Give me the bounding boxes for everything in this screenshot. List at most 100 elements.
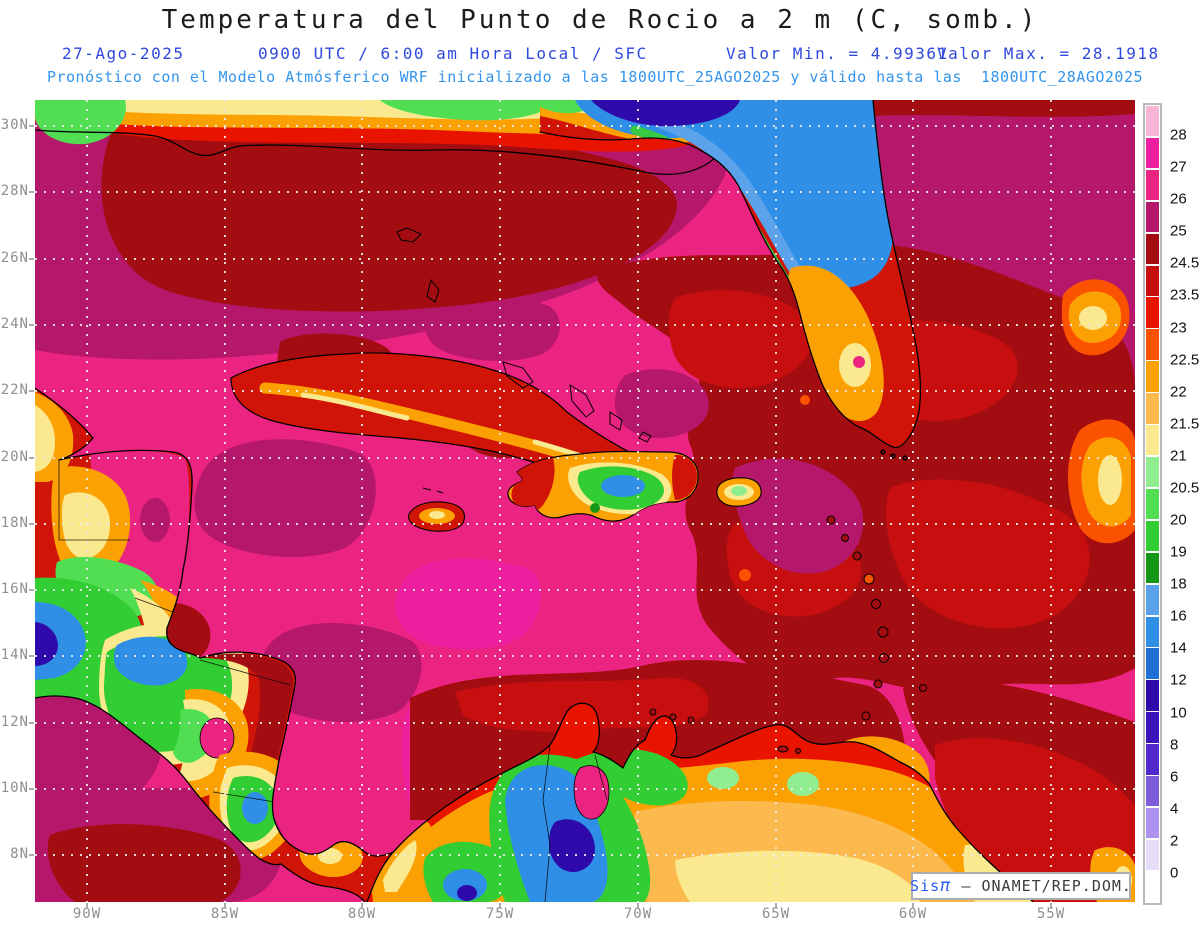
map-canvas: Sis π – ONAMET/REP.DOM. <box>35 100 1135 902</box>
page-title: Temperatura del Punto de Rocio a 2 m (C,… <box>161 5 1039 35</box>
value-max-label: Valor Max. = 28.1918 <box>937 44 1160 63</box>
colorbar-label: 23.5 <box>1170 286 1200 304</box>
y-axis-label: 8N <box>10 846 29 862</box>
weather-map-svg <box>35 100 1135 902</box>
colorbar-cell <box>1146 680 1159 711</box>
grid-lines <box>35 100 1135 902</box>
value-min-label: Valor Min. = 4.99361 <box>726 44 949 63</box>
x-axis-label: 60W <box>898 906 928 922</box>
x-axis-label: 90W <box>72 906 102 922</box>
x-axis-tick <box>499 903 501 908</box>
colorbar-label: 22 <box>1170 383 1187 401</box>
forecast-line: Pronóstico con el Modelo Atmósferico WRF… <box>46 68 1144 86</box>
y-axis-tick <box>29 722 34 724</box>
colorbar-label: 24.5 <box>1170 254 1200 272</box>
y-axis-tick <box>29 390 34 392</box>
x-axis-tick <box>361 903 363 908</box>
colorbar-label: 18 <box>1170 575 1187 593</box>
y-axis-label: 26N <box>0 250 29 266</box>
x-axis-label: 70W <box>623 906 653 922</box>
colorbar-label: 14 <box>1170 639 1187 657</box>
colorbar-cell <box>1146 425 1159 456</box>
color-scale-bar <box>1143 103 1162 905</box>
colorbar-cell <box>1146 201 1159 233</box>
colorbar-label: 19 <box>1170 543 1187 561</box>
y-axis-tick <box>29 523 34 525</box>
valid-date: 27-Ago-2025 <box>62 44 185 63</box>
y-axis-tick <box>29 457 34 459</box>
x-axis-tick <box>775 903 777 908</box>
atlantic-warm-spots <box>739 279 1135 902</box>
x-axis-label: 75W <box>485 906 515 922</box>
colorbar-label: 22.5 <box>1170 351 1200 369</box>
x-axis-label: 65W <box>761 906 791 922</box>
y-axis-label: 24N <box>0 316 29 332</box>
colorbar-cell <box>1146 329 1159 360</box>
colorbar-cell <box>1146 712 1159 743</box>
y-axis-label: 30N <box>0 117 29 133</box>
colorbar-label: 20 <box>1170 511 1187 529</box>
colorbar-cell <box>1146 137 1159 169</box>
y-axis-label: 14N <box>0 647 29 663</box>
colorbar-cell <box>1146 744 1159 775</box>
y-axis-tick <box>29 655 34 657</box>
colorbar-cell <box>1146 488 1159 520</box>
south-america-coastline <box>366 702 1034 902</box>
puerto-rico-island <box>716 477 762 507</box>
y-axis-label: 28N <box>0 183 29 199</box>
colorbar-label: 12 <box>1170 671 1187 689</box>
colorbar-cell <box>1146 106 1159 137</box>
y-axis-label: 10N <box>0 780 29 796</box>
colorbar-label: 0 <box>1170 864 1179 882</box>
x-axis-tick <box>224 903 226 908</box>
colorbar-cell <box>1146 616 1159 647</box>
gulf-coastline <box>35 125 731 175</box>
colorbar-label: 25 <box>1170 222 1187 240</box>
colorbar-label: 6 <box>1170 768 1179 786</box>
x-axis-tick <box>912 903 914 908</box>
x-axis-label: 85W <box>210 906 240 922</box>
colorbar-label: 26 <box>1170 190 1187 208</box>
colorbar-cell <box>1146 648 1159 679</box>
y-axis-label: 12N <box>0 714 29 730</box>
y-axis-label: 16N <box>0 581 29 597</box>
y-axis-tick <box>29 324 34 326</box>
colorbar-label: 23 <box>1170 319 1187 337</box>
y-axis-tick <box>29 854 34 856</box>
colorbar-label: 21.5 <box>1170 415 1200 433</box>
attribution-org: – ONAMET/REP.DOM. <box>951 877 1132 895</box>
jamaica-island <box>408 501 466 532</box>
colorbar-cell <box>1146 393 1159 424</box>
colorbar-cell <box>1146 233 1159 265</box>
colorbar-cell <box>1146 169 1159 201</box>
colorbar-cell <box>1146 871 1159 903</box>
lesser-antilles <box>649 515 927 754</box>
colorbar-cell <box>1146 839 1159 871</box>
colorbar-cell <box>1146 361 1159 392</box>
y-axis-label: 22N <box>0 382 29 398</box>
x-axis-tick <box>637 903 639 908</box>
florida-coastline <box>539 100 922 449</box>
mulberry-ribbons <box>615 369 864 574</box>
attribution-brand: Sis <box>910 877 941 895</box>
y-axis-tick <box>29 589 34 591</box>
y-axis-tick <box>29 125 34 127</box>
x-axis-label: 55W <box>1036 906 1066 922</box>
y-axis-label: 20N <box>0 449 29 465</box>
bahamas-outlines <box>396 227 652 494</box>
colorbar-cell <box>1146 584 1159 615</box>
x-axis-label: 80W <box>347 906 377 922</box>
colorbar-cell <box>1146 807 1159 839</box>
colorbar-label: 28 <box>1170 126 1187 144</box>
y-axis-tick <box>29 258 34 260</box>
colorbar-label: 8 <box>1170 736 1179 754</box>
colorbar-label: 21 <box>1170 447 1187 465</box>
colorbar-cell <box>1146 776 1159 807</box>
hispaniola-island <box>507 450 699 522</box>
colorbar-cell <box>1146 456 1159 488</box>
colorbar-label: 16 <box>1170 607 1187 625</box>
colorbar-label: 10 <box>1170 704 1187 722</box>
colorbar-label: 4 <box>1170 800 1179 818</box>
attribution-box: Sis π – ONAMET/REP.DOM. <box>910 872 1132 900</box>
y-axis-label: 18N <box>0 515 29 531</box>
